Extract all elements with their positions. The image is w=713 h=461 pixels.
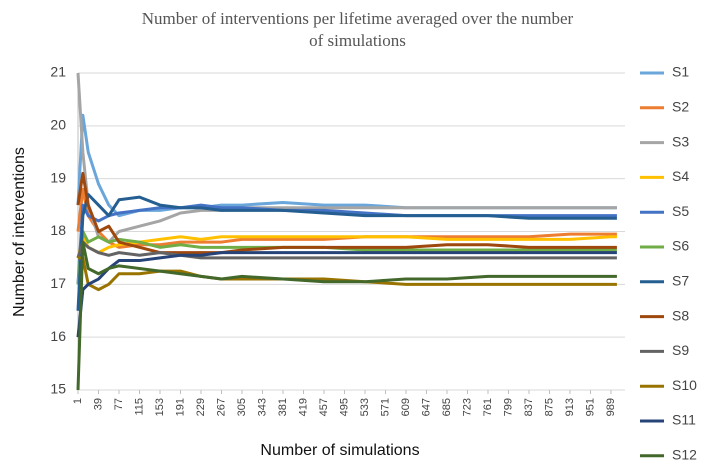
legend-label: S8: [672, 307, 689, 323]
series-line: [78, 256, 617, 292]
y-tick-label: 16: [50, 328, 66, 344]
series-line: [76, 187, 617, 249]
y-tick-label: 19: [50, 169, 66, 185]
y-tick-label: 15: [50, 381, 66, 397]
x-tick-label: 951: [584, 398, 596, 416]
x-tick-label: 191: [174, 398, 186, 416]
series-line: [76, 240, 617, 260]
x-tick-label: 875: [543, 398, 555, 416]
series-line: [76, 193, 617, 311]
chart-title: Number of interventions per lifetime ave…: [141, 9, 574, 50]
y-tick-label: 18: [50, 222, 66, 238]
x-tick-label: 837: [523, 398, 535, 416]
x-tick-label: 115: [133, 398, 145, 416]
series-line: [76, 240, 617, 391]
x-tick-label: 533: [359, 398, 371, 416]
legend-label: S7: [672, 273, 689, 289]
legend-label: S6: [672, 238, 689, 254]
x-tick-label: 571: [379, 398, 391, 416]
x-tick-label: 39: [92, 398, 104, 410]
x-tick-label: 77: [113, 398, 125, 410]
x-tick-label: 419: [297, 398, 309, 416]
x-tick-label: 267: [215, 398, 227, 416]
x-tick-label: 229: [195, 398, 207, 416]
y-tick-label: 21: [50, 64, 66, 80]
x-tick-label: 913: [564, 398, 576, 416]
legend-label: S3: [672, 133, 689, 149]
legend-label: S12: [672, 447, 697, 461]
x-tick-label: 761: [482, 398, 494, 416]
x-tick-label: 153: [154, 398, 166, 416]
y-axis-label: Number of interventions: [11, 147, 28, 317]
legend-label: S11: [672, 412, 696, 428]
y-tick-label: 20: [50, 117, 66, 133]
x-tick-label: 989: [605, 398, 617, 416]
legend-label: S1: [672, 64, 689, 80]
series-line: [76, 251, 617, 338]
x-tick-label: 343: [256, 398, 268, 416]
x-tick-label: 647: [420, 398, 432, 416]
x-axis-label: Number of simulations: [260, 442, 419, 459]
series-line: [76, 230, 617, 285]
y-tick-label: 17: [50, 275, 66, 291]
legend-label: S5: [672, 203, 689, 219]
x-tick-label: 685: [441, 398, 453, 416]
x-tick-label: 495: [338, 398, 350, 416]
legend-label: S9: [672, 342, 689, 358]
x-tick-label: 609: [400, 398, 412, 416]
x-tick-label: 305: [236, 398, 248, 416]
legend-label: S10: [672, 377, 697, 393]
x-tick-label: 1: [72, 398, 84, 404]
legend-label: S4: [672, 168, 689, 184]
x-tick-label: 799: [502, 398, 514, 416]
x-tick-label: 381: [277, 398, 289, 416]
series-line: [76, 113, 617, 218]
x-tick-label: 723: [461, 398, 473, 416]
x-tick-label: 457: [318, 398, 330, 416]
series-line: [76, 235, 617, 259]
legend-label: S2: [672, 99, 689, 115]
